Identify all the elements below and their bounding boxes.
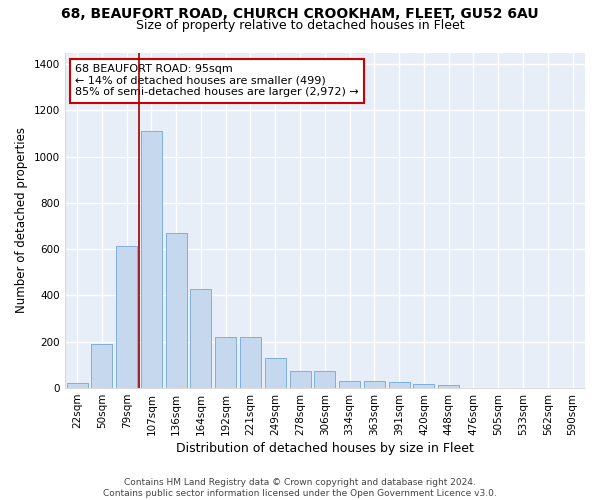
- Bar: [413, 384, 434, 388]
- Bar: [314, 370, 335, 388]
- Bar: [364, 380, 385, 388]
- X-axis label: Distribution of detached houses by size in Fleet: Distribution of detached houses by size …: [176, 442, 474, 455]
- Y-axis label: Number of detached properties: Number of detached properties: [15, 128, 28, 314]
- Bar: [215, 337, 236, 388]
- Bar: [240, 337, 261, 388]
- Text: 68, BEAUFORT ROAD, CHURCH CROOKHAM, FLEET, GU52 6AU: 68, BEAUFORT ROAD, CHURCH CROOKHAM, FLEE…: [61, 8, 539, 22]
- Bar: [438, 386, 459, 388]
- Bar: [265, 358, 286, 388]
- Text: 68 BEAUFORT ROAD: 95sqm
← 14% of detached houses are smaller (499)
85% of semi-d: 68 BEAUFORT ROAD: 95sqm ← 14% of detache…: [75, 64, 359, 98]
- Bar: [116, 246, 137, 388]
- Bar: [166, 233, 187, 388]
- Bar: [339, 380, 360, 388]
- Text: Contains HM Land Registry data © Crown copyright and database right 2024.
Contai: Contains HM Land Registry data © Crown c…: [103, 478, 497, 498]
- Text: Size of property relative to detached houses in Fleet: Size of property relative to detached ho…: [136, 19, 464, 32]
- Bar: [290, 370, 311, 388]
- Bar: [141, 131, 162, 388]
- Bar: [190, 288, 211, 388]
- Bar: [91, 344, 112, 388]
- Bar: [67, 384, 88, 388]
- Bar: [389, 382, 410, 388]
